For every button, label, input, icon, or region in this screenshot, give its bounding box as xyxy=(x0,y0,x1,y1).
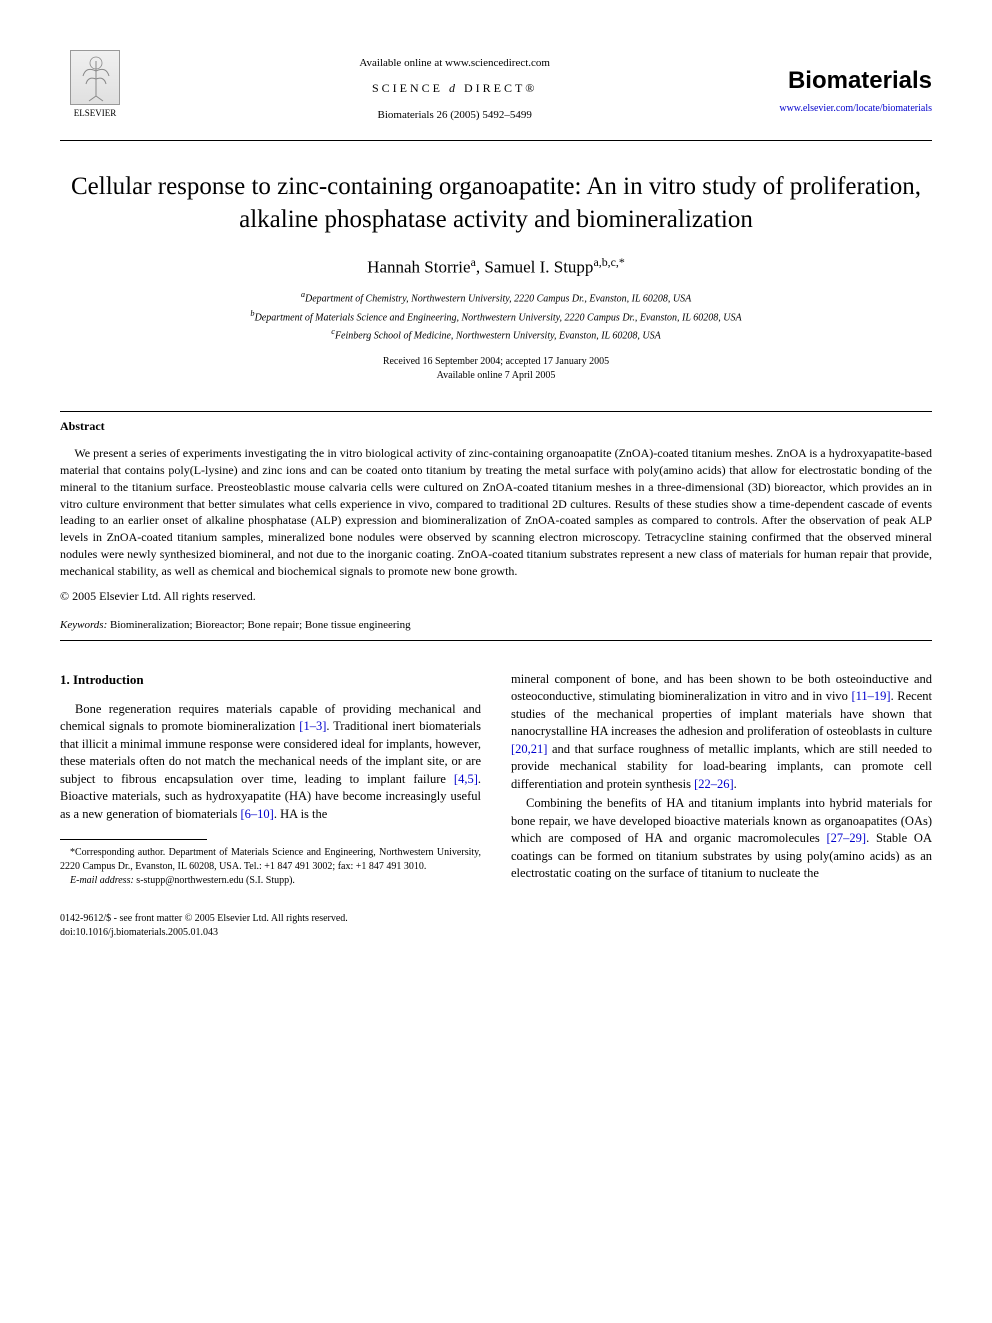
elsevier-logo: ELSEVIER xyxy=(60,50,130,130)
page-footer: 0142-9612/$ - see front matter © 2005 El… xyxy=(60,912,932,940)
author-2-affil: a,b,c,* xyxy=(593,255,624,269)
journal-url[interactable]: www.elsevier.com/locate/biomaterials xyxy=(779,102,932,116)
abstract-bottom-rule xyxy=(60,640,932,641)
elsevier-tree-icon xyxy=(70,50,120,105)
abstract-top-rule xyxy=(60,411,932,412)
intro-paragraph-2: Combining the benefits of HA and titaniu… xyxy=(511,795,932,883)
header-rule xyxy=(60,140,932,141)
affiliations: aDepartment of Chemistry, Northwestern U… xyxy=(60,289,932,343)
keywords: Keywords: Biomineralization; Bioreactor;… xyxy=(60,618,932,633)
copyright: © 2005 Elsevier Ltd. All rights reserved… xyxy=(60,588,932,605)
column-left: 1. Introduction Bone regeneration requir… xyxy=(60,671,481,889)
journal-name: Biomaterials xyxy=(788,64,932,98)
email-footnote: E-mail address: s-stupp@northwestern.edu… xyxy=(60,874,481,888)
footnote-rule xyxy=(60,839,207,840)
received-date: Received 16 September 2004; accepted 17 … xyxy=(60,355,932,369)
email-address[interactable]: s-stupp@northwestern.edu (S.I. Stupp). xyxy=(136,875,295,886)
header-center: Available online at www.sciencedirect.co… xyxy=(130,56,779,124)
citation-1-3[interactable]: [1–3] xyxy=(299,719,326,733)
email-label: E-mail address: xyxy=(70,875,134,886)
available-online-text: Available online at www.sciencedirect.co… xyxy=(130,56,779,71)
science-direct-d-icon: d xyxy=(449,80,458,97)
affiliation-c: cFeinberg School of Medicine, Northweste… xyxy=(60,326,932,343)
body-columns: 1. Introduction Bone regeneration requir… xyxy=(60,671,932,889)
abstract-text: We present a series of experiments inves… xyxy=(60,445,932,579)
science-direct-logo: SCIENCE d DIRECT® xyxy=(130,80,779,97)
available-date: Available online 7 April 2005 xyxy=(60,369,932,383)
citation-4-5[interactable]: [4,5] xyxy=(454,772,478,786)
citation-22-26[interactable]: [22–26] xyxy=(694,777,734,791)
column-right: mineral component of bone, and has been … xyxy=(511,671,932,889)
affiliation-a: aDepartment of Chemistry, Northwestern U… xyxy=(60,289,932,306)
corresponding-author-footnote: *Corresponding author. Department of Mat… xyxy=(60,846,481,874)
article-dates: Received 16 September 2004; accepted 17 … xyxy=(60,355,932,383)
authors: Hannah Storriea, Samuel I. Stuppa,b,c,* xyxy=(60,254,932,279)
header-top: ELSEVIER Available online at www.science… xyxy=(60,50,932,130)
intro-paragraph-1: Bone regeneration requires materials cap… xyxy=(60,701,481,824)
section-1-heading: 1. Introduction xyxy=(60,671,481,689)
issn-line: 0142-9612/$ - see front matter © 2005 El… xyxy=(60,912,932,926)
citation-6-10[interactable]: [6–10] xyxy=(241,807,274,821)
citation-11-19[interactable]: [11–19] xyxy=(851,689,890,703)
keywords-list: Biomineralization; Bioreactor; Bone repa… xyxy=(110,619,411,631)
article-title: Cellular response to zinc-containing org… xyxy=(60,171,932,236)
journal-reference: Biomaterials 26 (2005) 5492–5499 xyxy=(130,108,779,123)
author-2: Samuel I. Stupp xyxy=(484,258,593,277)
citation-20-21[interactable]: [20,21] xyxy=(511,742,547,756)
doi-line: doi:10.1016/j.biomaterials.2005.01.043 xyxy=(60,926,932,940)
affiliation-b: bDepartment of Materials Science and Eng… xyxy=(60,308,932,325)
elsevier-label: ELSEVIER xyxy=(74,107,117,120)
author-1-affil: a xyxy=(471,255,476,269)
abstract-heading: Abstract xyxy=(60,418,932,435)
keywords-label: Keywords: xyxy=(60,619,107,631)
author-1: Hannah Storrie xyxy=(367,258,470,277)
header-right: Biomaterials www.elsevier.com/locate/bio… xyxy=(779,64,932,116)
citation-27-29[interactable]: [27–29] xyxy=(826,831,866,845)
intro-paragraph-1-cont: mineral component of bone, and has been … xyxy=(511,671,932,794)
